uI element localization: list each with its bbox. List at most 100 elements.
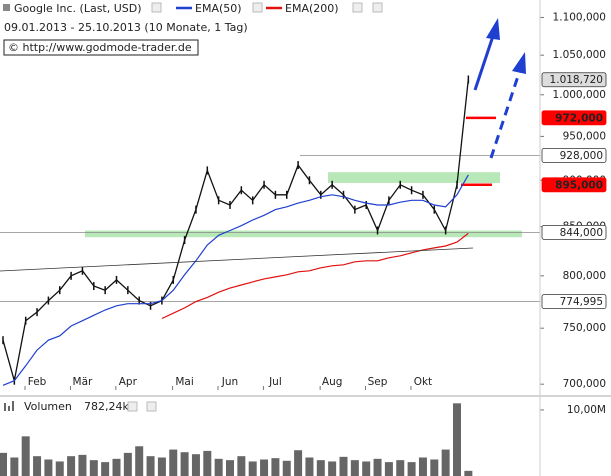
volume-bar (418, 457, 427, 476)
volume-bar (101, 462, 110, 476)
subtitle: 09.01.2013 - 25.10.2013 (10 Monate, 1 Ta… (4, 21, 248, 34)
x-tick-label: Jun (221, 376, 238, 388)
level-label: 1.018,720 (550, 74, 603, 86)
trend-line (0, 247, 474, 272)
icon (3, 4, 10, 11)
icon (8, 406, 10, 411)
last-volume: 782,24k (84, 400, 129, 413)
icon (12, 401, 14, 411)
x-tick-label: Jul (268, 376, 282, 388)
icon (146, 401, 157, 412)
volume-bar (294, 450, 303, 476)
arrow-dashed (489, 52, 526, 159)
legend-label: EMA(200) (285, 2, 339, 15)
volume-bar (135, 446, 144, 476)
volume-bar (226, 460, 234, 476)
y-tick-label: 700,000 (563, 378, 606, 390)
chart-title: Google Inc. (Last, USD) (14, 2, 142, 15)
volume-bar (430, 459, 439, 476)
volume-bar (464, 470, 473, 476)
volume-bar (157, 457, 166, 476)
volume-bar (123, 452, 132, 476)
level-label: 928,000 (560, 150, 603, 162)
legend-label: EMA(50) (195, 2, 242, 15)
y-tick-label: 1.000,000 (553, 89, 606, 101)
volume-bar (305, 457, 314, 476)
volume-bar (21, 436, 30, 476)
y-tick-label: 750,000 (563, 322, 606, 334)
volume-bar (407, 462, 416, 476)
y-tick-label: 10,00M (567, 404, 606, 416)
plot: 1.100,0001.050,0001.000,000950,000900,00… (0, 11, 607, 476)
volume-bar (67, 456, 76, 476)
level-label: 774,995 (560, 296, 603, 308)
level-box (541, 72, 607, 88)
volume-bar (237, 456, 246, 476)
icon (127, 401, 138, 412)
y-tick-label: 1.050,000 (553, 49, 606, 61)
volume-bar (33, 456, 42, 476)
icon (252, 2, 263, 13)
volume-bar (248, 461, 257, 476)
volume-bar (328, 461, 337, 476)
icon (4, 403, 6, 411)
panel-title: Volumen (24, 400, 72, 413)
level-label: 895,000 (555, 179, 603, 191)
x-tick-label: Apr (119, 376, 138, 388)
x-tick-label: Mai (175, 376, 193, 388)
volume-bar (441, 449, 450, 476)
level-box (541, 110, 607, 126)
volume-bar (453, 403, 461, 476)
volume-bar (89, 460, 98, 476)
level-box (541, 148, 607, 163)
level-label: 844,000 (560, 227, 603, 239)
x-tick-label: Okt (414, 376, 432, 388)
icon (372, 2, 383, 13)
volume-bar (339, 456, 348, 476)
price-line (2, 79, 469, 381)
volume-bar (191, 454, 200, 476)
volume-bar (169, 449, 178, 476)
volume-bar (373, 458, 382, 476)
y-tick-label: 800,000 (563, 270, 606, 282)
volume-bar (214, 458, 223, 476)
volume-bar (203, 450, 212, 476)
ema-line (2, 174, 469, 386)
volume-bar (146, 456, 155, 476)
volume-bar (55, 461, 64, 476)
volume-bar (260, 459, 269, 476)
zone (85, 230, 522, 238)
volume-bar (0, 452, 7, 476)
volume-bar (10, 457, 19, 476)
zone (328, 172, 500, 183)
source-box (3, 39, 199, 56)
level-box (541, 294, 607, 310)
x-tick-label: Mär (73, 376, 93, 388)
icon (151, 2, 162, 13)
volume-bar (180, 452, 189, 476)
icon (352, 2, 363, 13)
x-tick-label: Aug (322, 376, 343, 388)
volume-bar (384, 462, 393, 476)
level-box (541, 177, 607, 193)
ema-line (161, 232, 469, 320)
volume-bar (396, 460, 405, 476)
y-tick-label: 950,000 (563, 130, 606, 142)
source: © http://www.godmode-trader.de (8, 41, 192, 54)
x-tick-label: Feb (28, 376, 47, 388)
volume-bar (362, 461, 371, 476)
y-tick-label: 1.100,000 (553, 11, 606, 23)
x-tick-label: Sep (368, 376, 388, 388)
volume-bar (271, 458, 280, 476)
arrow (473, 18, 500, 91)
level-box (541, 224, 607, 240)
volume-bar (44, 459, 53, 476)
volume-bar (112, 458, 121, 476)
volume-bar (350, 460, 359, 476)
level-label: 972,000 (555, 112, 603, 124)
volume-bar (282, 460, 291, 476)
volume-bar (78, 454, 87, 476)
volume-bar (316, 460, 325, 476)
